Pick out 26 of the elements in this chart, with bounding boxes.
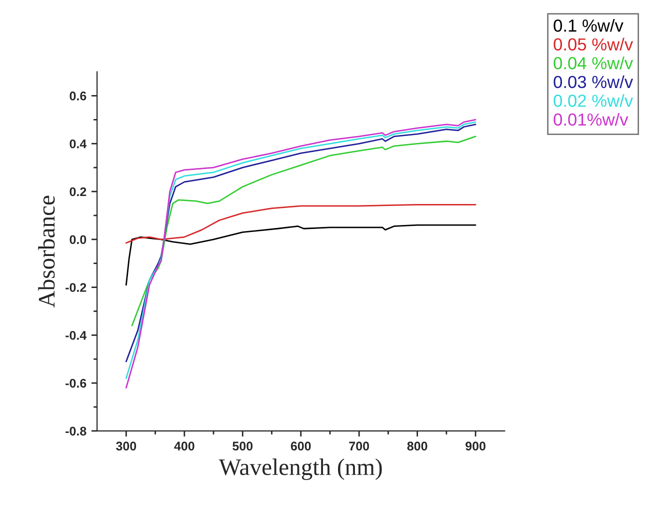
y-tick-label: 0.2 xyxy=(70,187,86,196)
x-tick-label: 400 xyxy=(174,442,194,451)
text: 0.05 %w/v xyxy=(554,38,634,51)
text: 0.01%w/v xyxy=(554,112,628,126)
y-tick-label: -0.6 xyxy=(66,378,86,388)
y-axis-title: Absorbance xyxy=(38,196,55,308)
text: 0.04 %w/v xyxy=(554,56,634,70)
x-tick-label: 500 xyxy=(232,442,253,451)
y-tick-label: 0.0 xyxy=(70,235,86,244)
line-series xyxy=(125,204,476,244)
x-tick-label: 800 xyxy=(407,442,428,451)
y-tick-label: 0.6 xyxy=(70,92,86,100)
x-tick-label: 300 xyxy=(116,442,136,451)
text: 0.02 %w/v xyxy=(554,94,634,107)
x-tick-label: 600 xyxy=(290,442,311,451)
text: 0.1 %w/v xyxy=(554,19,624,32)
text: 0.03 %w/v xyxy=(554,75,634,88)
line-series xyxy=(131,136,476,326)
x-tick-label: 900 xyxy=(466,442,486,451)
x-axis-title: Wavelength (nm) xyxy=(218,458,382,480)
x-tick-label: 700 xyxy=(349,442,369,451)
line-series xyxy=(125,224,476,286)
y-tick-label: -0.4 xyxy=(66,330,87,340)
y-tick-label: -0.2 xyxy=(66,283,86,292)
y-tick-label: -0.8 xyxy=(66,426,86,436)
y-tick-label: 0.4 xyxy=(70,139,87,148)
